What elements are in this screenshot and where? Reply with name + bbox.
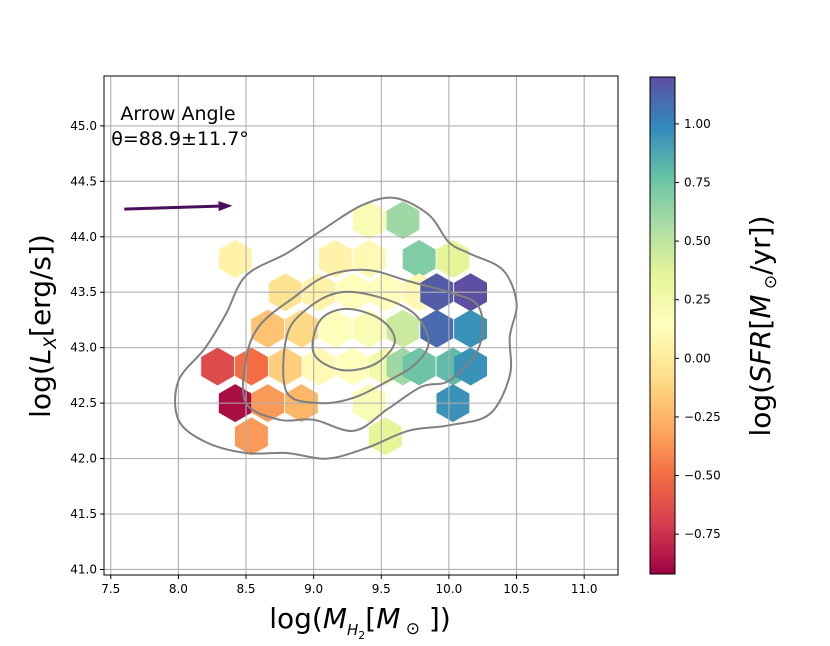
- hex-cell: [201, 347, 235, 386]
- colorbar-label: log(SFR[M ⊙/yr]): [744, 215, 781, 436]
- y-axis-label-suffix: [erg/s]): [24, 234, 57, 337]
- plot-frame: [103, 75, 619, 576]
- y-axis-label-l: L: [24, 349, 57, 365]
- x-axis-label-m: M: [323, 602, 347, 635]
- colorbar-tick-label: −0.75: [684, 527, 721, 541]
- y-tick-label: 41.5: [70, 507, 97, 521]
- colorbar-tick-label: 0.75: [684, 175, 711, 189]
- x-axis-label-suffix: ]): [420, 602, 451, 635]
- density-contour: [311, 307, 396, 372]
- y-axis-ticks: 41.0 41.5 42.0 42.5 43.0 43.5 44.0 44.5 45.0: [70, 119, 104, 576]
- hex-cell: [318, 309, 352, 348]
- x-tick-label: 8.0: [169, 582, 188, 596]
- hex-cell: [352, 240, 386, 278]
- y-axis-label-prefix: log(: [24, 364, 57, 418]
- hex-cell: [454, 347, 487, 386]
- x-axis-label-bracket: [: [365, 602, 376, 635]
- hex-cell: [285, 309, 318, 348]
- x-axis-label-prefix: log(: [269, 602, 323, 635]
- hexbin-layer: [201, 201, 487, 456]
- annotation-line-2: θ=88.9±11.7°: [111, 128, 249, 150]
- y-axis-label: log(LX[erg/s]): [24, 234, 61, 418]
- hex-cell: [218, 240, 252, 278]
- hex-cell: [302, 347, 336, 386]
- colorbar-label-sfr: SFR: [744, 330, 777, 383]
- y-tick-label: 41.0: [70, 562, 97, 576]
- hex-cell: [368, 417, 402, 456]
- colorbar-tick-label: −0.50: [684, 469, 721, 483]
- colorbar-ticks: −0.75 −0.50 −0.25 0.00 0.25 0.50 0.75 1.00: [675, 117, 721, 541]
- hex-cell: [251, 309, 285, 348]
- x-axis-label: log(MH2[M ⊙ ]): [269, 602, 451, 642]
- colorbar-tick-label: 0.50: [684, 234, 711, 248]
- y-tick-label: 43.0: [70, 341, 97, 355]
- y-axis-label-sub-x: X: [41, 337, 61, 350]
- y-tick-label: 45.0: [70, 119, 97, 133]
- hex-cell: [454, 309, 487, 348]
- x-tick-label: 10.0: [436, 582, 463, 596]
- colorbar-label-suffix: /yr]): [744, 215, 777, 274]
- colorbar-tick-label: 1.00: [684, 117, 711, 131]
- contour-layer: [174, 196, 518, 460]
- x-axis-label-sub-h: H: [347, 621, 358, 639]
- x-axis-label-sun: ⊙: [400, 619, 420, 639]
- x-axis-label-msun: M: [376, 602, 400, 635]
- hex-cell: [386, 201, 420, 240]
- hex-cell: [235, 417, 268, 456]
- direction-arrow-shaft: [124, 204, 219, 211]
- x-tick-label: 10.5: [503, 582, 530, 596]
- colorbar-label-sun: ⊙: [761, 275, 781, 295]
- x-tick-label: 9.5: [372, 582, 391, 596]
- colorbar-label-m: M: [744, 294, 777, 318]
- x-tick-label: 8.5: [236, 582, 255, 596]
- colorbar-label-prefix: log(: [744, 383, 777, 437]
- y-tick-label: 44.5: [70, 174, 97, 188]
- arrow-layer: [124, 201, 233, 212]
- density-contour: [282, 290, 430, 405]
- annotation-line-1: Arrow Angle: [120, 103, 235, 125]
- hex-cell: [268, 347, 302, 386]
- density-contour: [174, 196, 518, 460]
- colorbar-label-bracket: [: [744, 319, 777, 330]
- y-tick-label: 44.0: [70, 230, 97, 244]
- y-tick-label: 42.0: [70, 452, 97, 466]
- hex-cell: [402, 240, 436, 278]
- hex-cell: [235, 347, 268, 386]
- colorbar: [649, 76, 676, 575]
- hex-cell: [336, 347, 370, 386]
- density-contour: [241, 268, 484, 432]
- hex-cell: [352, 201, 386, 240]
- x-tick-label: 7.5: [101, 582, 120, 596]
- x-tick-label: 9.0: [304, 582, 323, 596]
- colorbar-tick-label: −0.25: [684, 410, 721, 424]
- colorbar-tick-label: 0.25: [684, 293, 711, 307]
- x-axis-ticks: 7.5 8.0 8.5 9.0 9.5 10.0 10.5 11.0: [101, 575, 598, 596]
- y-tick-label: 42.5: [70, 396, 97, 410]
- direction-arrow-head: [218, 201, 233, 212]
- y-tick-label: 43.5: [70, 285, 97, 299]
- hex-cell: [352, 309, 386, 348]
- hex-cell: [318, 240, 352, 278]
- hex-cell: [402, 347, 436, 386]
- colorbar-tick-label: 0.00: [684, 351, 711, 365]
- x-axis-label-sub-2: 2: [358, 629, 365, 642]
- x-tick-label: 11.0: [571, 582, 598, 596]
